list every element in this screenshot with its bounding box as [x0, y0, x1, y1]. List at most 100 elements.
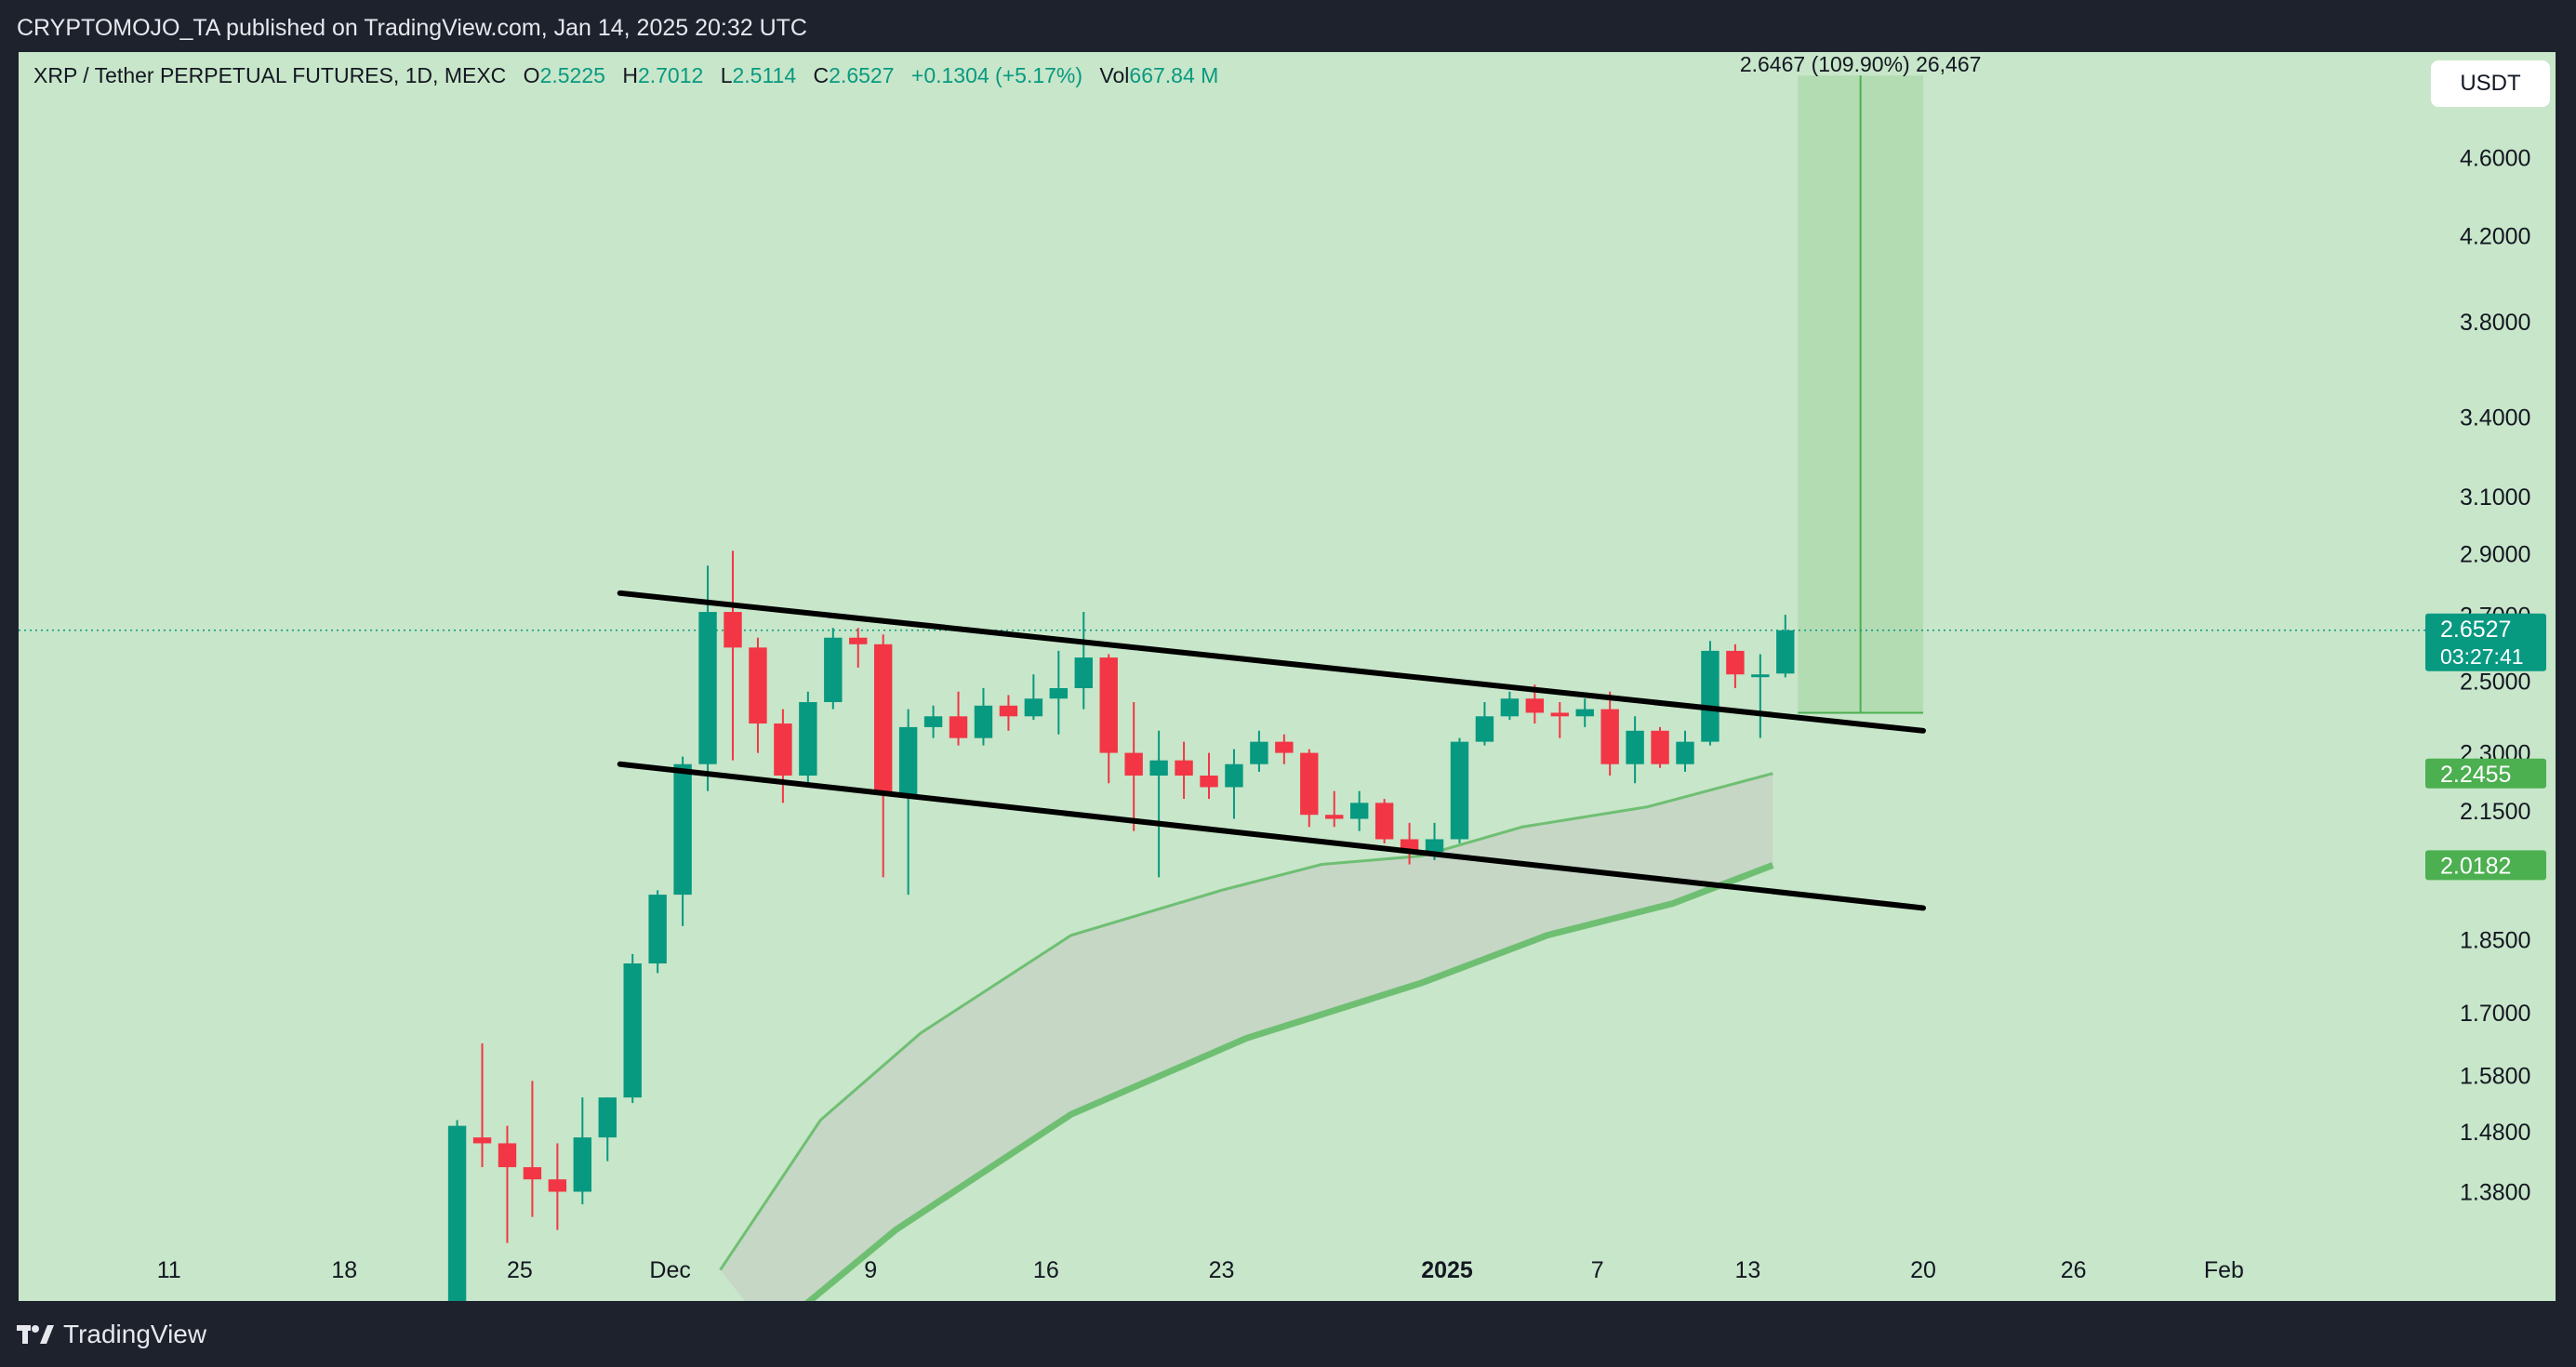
candle-body: [1225, 763, 1243, 788]
price-label-box: [2425, 613, 2546, 671]
tradingview-logo-icon: [17, 1325, 54, 1344]
candle-body: [1049, 687, 1069, 699]
candle: [1275, 734, 1294, 764]
x-tick-label: Feb: [2204, 1257, 2244, 1283]
candle-body: [1099, 657, 1118, 753]
high-label: H: [622, 63, 638, 87]
candle: [1074, 612, 1093, 710]
candle-body: [1550, 712, 1569, 717]
candle: [774, 709, 792, 803]
footer: TradingView: [0, 1302, 2576, 1367]
candle-body: [799, 702, 817, 776]
y-tick-label: 1.3800: [2460, 1180, 2530, 1206]
candle-body: [1626, 730, 1644, 764]
candle: [1776, 615, 1795, 678]
candle-body: [1275, 741, 1294, 753]
candle-body: [673, 763, 692, 896]
candle: [1325, 790, 1344, 828]
candle-body: [1349, 803, 1369, 819]
channel-upper-line: [617, 590, 1926, 734]
candle: [824, 628, 843, 710]
open-label: O: [523, 63, 540, 87]
candle-body: [1575, 709, 1594, 717]
candle-body: [1200, 776, 1218, 788]
candle: [1676, 730, 1694, 772]
candle: [1250, 730, 1268, 772]
price-label-box: [2425, 850, 2546, 881]
brand-name: TradingView: [63, 1320, 207, 1348]
y-tick-label: 3.8000: [2460, 310, 2530, 336]
candle-body: [898, 726, 918, 795]
x-tick-label: 25: [507, 1257, 533, 1283]
candle-body: [1751, 674, 1770, 678]
x-tick-label: 23: [1209, 1257, 1235, 1283]
change-value: +0.1304 (+5.17%): [910, 63, 1083, 87]
candle: [1300, 749, 1319, 828]
x-tick-label: 20: [1910, 1257, 1936, 1283]
y-tick-label: 4.2000: [2460, 223, 2530, 249]
candle-body: [1374, 803, 1394, 840]
candle: [1726, 644, 1745, 688]
candle-body: [849, 637, 868, 644]
candle: [1099, 654, 1118, 784]
candle: [1024, 674, 1043, 721]
candle: [1450, 737, 1469, 843]
y-tick-label: 1.7000: [2460, 1001, 2530, 1027]
candle-body: [1600, 709, 1619, 764]
candle: [1500, 691, 1520, 721]
low-value: 2.5114: [732, 63, 797, 87]
low-label: L: [720, 63, 733, 87]
candle: [1374, 799, 1394, 843]
candle-body: [472, 1137, 492, 1144]
candle: [923, 705, 943, 738]
candle: [898, 709, 918, 896]
y-tick-label: 1.4800: [2460, 1120, 2530, 1146]
price-label-value: 2.2455: [2440, 762, 2511, 788]
candle-body: [923, 716, 943, 727]
candle-body: [1250, 741, 1268, 764]
candle: [472, 1043, 492, 1168]
candle-body: [999, 705, 1018, 717]
candle: [1751, 654, 1770, 738]
candle-body: [1500, 698, 1520, 717]
candle: [1049, 650, 1069, 735]
candle: [1175, 741, 1193, 800]
chart-panel[interactable]: 2.6467 (109.90%) 26,467 4.6000 4.2000 3.800…: [19, 52, 2556, 1301]
candle: [1475, 702, 1494, 746]
tradingview-logo[interactable]: TradingView: [17, 1320, 206, 1349]
candle-body: [974, 705, 993, 738]
candle: [598, 1097, 617, 1161]
candle-body: [598, 1097, 617, 1138]
candle: [523, 1081, 542, 1217]
candle: [548, 1143, 567, 1230]
candle-body: [949, 716, 968, 738]
candle-body: [648, 895, 667, 964]
candle: [873, 634, 893, 878]
y-tick-label: 1.8500: [2460, 928, 2530, 954]
candle: [1149, 730, 1168, 878]
y-tick-label: 1.5800: [2460, 1063, 2530, 1089]
y-tick-label: 3.1000: [2460, 484, 2530, 511]
y-tick-label: 4.6000: [2460, 145, 2530, 171]
candle-body: [1024, 698, 1043, 717]
candle-body: [1175, 760, 1193, 776]
candle-body: [1525, 698, 1545, 713]
candle-body: [749, 647, 767, 724]
price-label-value: 2.0182: [2440, 853, 2511, 879]
candle: [1225, 749, 1243, 819]
publish-header: CRYPTOMOJO_TA published on TradingView.c…: [0, 0, 2576, 52]
price-label-value: 2.6527: [2440, 617, 2511, 643]
candle: [1575, 698, 1594, 727]
volume-label: Vol: [1099, 63, 1130, 87]
projection-label: 2.6467 (109.90%) 26,467: [1740, 52, 1982, 76]
candle-body: [1475, 716, 1494, 742]
price-chart[interactable]: 2.6467 (109.90%) 26,467 4.6000 4.2000 3.800…: [19, 52, 2556, 1301]
currency-unit-button[interactable]: USDT: [2431, 60, 2550, 107]
candle: [1626, 716, 1644, 784]
candle-body: [1124, 752, 1143, 776]
candle-body: [1726, 650, 1745, 675]
candle: [648, 890, 667, 974]
candle-body: [1074, 657, 1093, 688]
publish-info: CRYPTOMOJO_TA published on TradingView.c…: [17, 15, 807, 41]
x-tick-label: 11: [157, 1257, 181, 1283]
